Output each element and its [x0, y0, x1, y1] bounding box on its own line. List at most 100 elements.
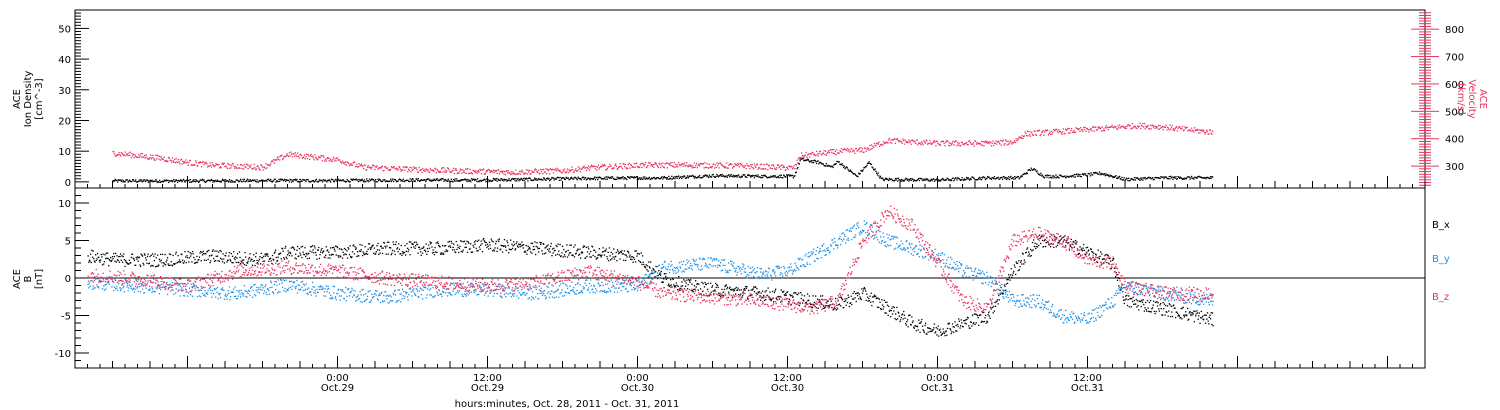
top-series-point-ion-density	[1121, 176, 1123, 179]
bottom-series-point-bx	[934, 332, 936, 334]
bottom-series-point-bx	[558, 250, 560, 252]
top-series-point-velocity	[540, 171, 543, 173]
top-series-point-velocity	[241, 167, 243, 170]
top-series-point-ion-density	[1116, 177, 1119, 180]
top-series-point-ion-density	[1083, 173, 1086, 175]
bottom-series-point-bx	[498, 238, 501, 240]
top-series-point-ion-density	[791, 174, 793, 177]
top-series-point-velocity	[421, 171, 423, 174]
top-series-point-ion-density	[159, 179, 161, 182]
bottom-series-point-bx	[280, 258, 282, 260]
top-series-point-ion-density	[741, 176, 743, 178]
top-series-point-velocity	[1118, 127, 1120, 129]
bottom-series-point-bx	[741, 296, 743, 299]
bottom-series-point-bx	[192, 253, 194, 255]
bottom-series-point-bx	[540, 242, 542, 244]
bottom-series-point-bx	[638, 253, 641, 255]
bottom-series-point-bx	[313, 245, 316, 247]
bottom-series-point-bx	[1087, 250, 1089, 252]
bottom-series-point-bx	[1059, 239, 1061, 242]
bottom-series-point-bx	[141, 254, 143, 256]
top-series-point-ion-density	[1175, 176, 1177, 178]
top-series-point-velocity	[275, 158, 277, 161]
bottom-series-point-bx	[531, 242, 534, 244]
bottom-series-point-bx	[983, 320, 985, 323]
bottom-series-point-bx	[93, 258, 95, 260]
bottom-series-point-bx	[353, 253, 356, 255]
top-series-point-ion-density	[320, 179, 322, 181]
top-series-point-ion-density	[704, 174, 706, 176]
top-series-point-ion-density	[978, 177, 980, 180]
top-series-point-velocity	[597, 164, 599, 166]
top-series-point-ion-density	[807, 159, 809, 161]
top-series-point-ion-density	[807, 158, 809, 160]
top-series-point-ion-density	[231, 179, 233, 182]
bottom-series-point-bx	[293, 247, 295, 249]
top-series-point-ion-density	[799, 160, 801, 162]
top-series-point-velocity	[1191, 127, 1193, 129]
bottom-series-point-bx	[851, 298, 854, 300]
top-series-point-velocity	[956, 144, 958, 147]
top-series-point-velocity	[191, 164, 193, 166]
bottom-series-point-bx	[349, 245, 351, 247]
bottom-series-point-bx	[878, 298, 880, 300]
top-series-point-ion-density	[879, 177, 881, 179]
bottom-series-point-bx	[345, 253, 347, 256]
top-series-point-ion-density	[915, 180, 917, 182]
bottom-series-point-bx	[721, 288, 723, 291]
top-series-point-velocity	[1059, 130, 1061, 133]
top-series-point-velocity	[855, 147, 858, 150]
top-series-point-velocity	[492, 171, 494, 173]
bottom-series-point-bx	[573, 246, 575, 248]
top-series-point-velocity	[589, 167, 591, 169]
bottom-series-point-bx	[138, 256, 141, 258]
top-series-point-ion-density	[855, 175, 858, 177]
top-series-point-velocity	[176, 161, 178, 163]
bottom-series-point-bx	[962, 326, 964, 328]
top-series-point-velocity	[784, 169, 786, 171]
top-series-point-ion-density	[1101, 173, 1103, 176]
top-series-point-velocity	[930, 142, 932, 144]
top-series-point-velocity	[1103, 128, 1105, 130]
top-series-point-velocity	[1106, 127, 1108, 129]
top-series-point-ion-density	[1088, 173, 1090, 175]
bottom-series-point-bx	[1037, 238, 1039, 240]
top-series-point-ion-density	[946, 177, 948, 179]
top-series-point-ion-density	[227, 180, 229, 182]
top-series-point-ion-density	[763, 175, 765, 177]
top-series-point-velocity	[351, 164, 354, 166]
top-series-point-ion-density	[617, 178, 619, 180]
top-series-point-ion-density	[125, 179, 127, 181]
top-series-point-ion-density	[444, 179, 446, 181]
bottom-series-point-bx	[190, 253, 192, 255]
top-series-point-velocity	[585, 169, 587, 172]
top-series-point-ion-density	[810, 160, 812, 162]
top-series-point-velocity	[900, 141, 903, 143]
bottom-series-point-bx	[1026, 248, 1028, 250]
top-series-point-ion-density	[766, 177, 768, 179]
top-series-point-velocity	[436, 168, 438, 171]
bottom-series-point-bx	[136, 256, 139, 258]
bottom-series-point-bx	[468, 242, 470, 244]
top-series-point-ion-density	[669, 178, 671, 180]
top-series-point-velocity	[865, 150, 867, 152]
top-series-point-velocity	[1161, 126, 1163, 129]
top-series-point-velocity	[345, 161, 347, 163]
top-series-point-velocity	[394, 168, 396, 170]
bottom-series-point-bx	[92, 250, 94, 252]
bottom-series-point-bx	[711, 286, 713, 288]
bottom-series-point-bx	[1019, 265, 1021, 268]
top-series-point-velocity	[709, 166, 711, 168]
top-series-point-velocity	[517, 173, 519, 175]
bottom-series-point-bx	[354, 246, 356, 248]
bottom-series-point-bx	[455, 240, 457, 243]
bottom-series-point-bx	[1035, 245, 1037, 248]
top-series-point-ion-density	[372, 178, 374, 181]
top-series-point-ion-density	[423, 179, 425, 181]
top-series-point-ion-density	[1095, 171, 1097, 174]
top-series-point-velocity	[451, 170, 453, 172]
top-series-point-velocity	[903, 143, 906, 145]
bottom-series-point-bx	[206, 250, 209, 252]
bottom-series-point-bx	[898, 312, 900, 314]
bottom-series-point-bx	[215, 255, 217, 257]
